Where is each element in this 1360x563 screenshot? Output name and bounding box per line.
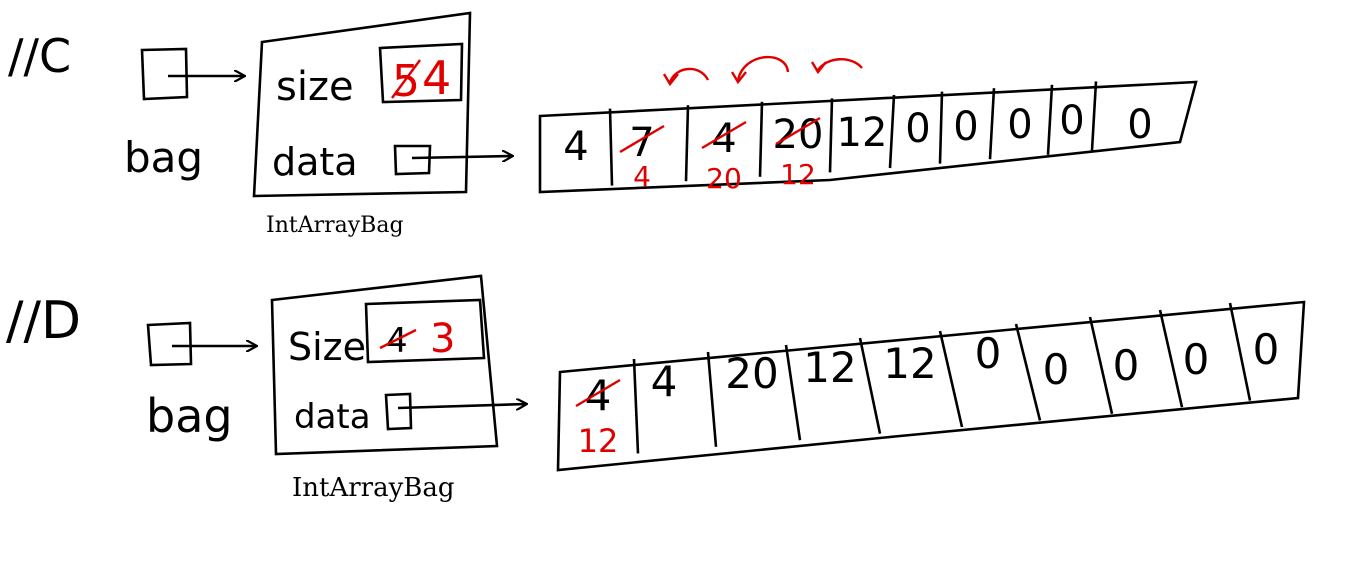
array-cell-value: 0 bbox=[953, 104, 978, 150]
array-divider bbox=[888, 94, 896, 169]
section-c-shift-arrow bbox=[736, 56, 790, 81]
section-c-size-label: size bbox=[276, 64, 354, 110]
array-cell-value: 0 bbox=[1127, 102, 1152, 148]
array-divider bbox=[684, 105, 690, 182]
section-c-data-box bbox=[393, 144, 432, 176]
section-c-data-label: data bbox=[272, 140, 358, 184]
array-cell-value: 20 bbox=[725, 349, 778, 398]
section-c-size-old: 5 bbox=[392, 56, 420, 107]
array-cell-replacement: 4 bbox=[633, 160, 651, 193]
section-c-bag-label: bag bbox=[124, 133, 203, 182]
section-c-shift-arrow bbox=[668, 67, 710, 83]
array-divider bbox=[1014, 323, 1042, 421]
array-cell-value: 0 bbox=[975, 329, 1002, 378]
array-divider bbox=[988, 88, 996, 160]
section-d-size-box bbox=[364, 298, 486, 364]
array-divider bbox=[1228, 302, 1252, 401]
array-divider bbox=[1158, 309, 1184, 408]
section-d-data-arrow bbox=[397, 404, 526, 408]
section-d-bag-box bbox=[146, 321, 193, 367]
array-cell-strike bbox=[775, 116, 821, 146]
array-divider bbox=[938, 330, 964, 428]
array-cell-replacement: 12 bbox=[780, 158, 816, 191]
section-d-array-outline bbox=[556, 300, 1306, 472]
array-cell-strike bbox=[701, 120, 747, 150]
array-cell-value: 12 bbox=[837, 110, 888, 156]
section-d-data-label: data bbox=[294, 397, 371, 437]
array-cell-value: 0 bbox=[1007, 102, 1032, 148]
array-cell-value: 4 bbox=[585, 371, 612, 420]
section-d-array-dividers bbox=[632, 302, 1252, 454]
section-d-size-strike bbox=[379, 328, 417, 350]
array-cell-value: 0 bbox=[1253, 325, 1280, 374]
array-cell-value: 12 bbox=[803, 343, 856, 392]
section-c-size-new: 4 bbox=[422, 51, 451, 105]
section-c-size-strike bbox=[391, 59, 421, 99]
array-cell-value: 4 bbox=[651, 357, 678, 406]
section-c-array-outline bbox=[538, 80, 1198, 194]
section-c-array-dividers bbox=[608, 81, 1098, 186]
section-d-size-label: Size bbox=[288, 325, 366, 369]
section-c-object-type: IntArrayBag bbox=[266, 213, 404, 238]
section-c-data-arrow bbox=[411, 156, 512, 158]
section-c-label: //C bbox=[8, 29, 71, 83]
section-d-size-new: 3 bbox=[430, 316, 455, 362]
section-d-size-old: 4 bbox=[386, 321, 408, 361]
section-c: //C bag IntArrayBag size 5 4 data 4 74420… bbox=[8, 11, 1198, 238]
section-c-bag-box bbox=[140, 47, 189, 101]
array-divider bbox=[1046, 84, 1054, 155]
section-d-object-type: IntArrayBag bbox=[292, 473, 455, 503]
array-divider bbox=[784, 344, 802, 441]
array-divider bbox=[938, 91, 944, 164]
array-cell-value: 20 bbox=[773, 112, 824, 158]
array-cell-replacement: 20 bbox=[706, 162, 742, 195]
section-d-bag-label: bag bbox=[146, 389, 233, 443]
array-divider bbox=[608, 108, 614, 186]
array-cell-value: 12 bbox=[883, 339, 936, 388]
array-cell-value: 4 bbox=[563, 124, 588, 170]
array-divider bbox=[858, 337, 882, 434]
array-divider bbox=[1088, 316, 1114, 415]
array-divider bbox=[758, 101, 764, 177]
section-d-data-box bbox=[384, 392, 413, 431]
array-cell-value: 0 bbox=[905, 106, 930, 152]
section-c-shift-arrow-head bbox=[662, 73, 679, 87]
array-cell-value: 0 bbox=[1059, 98, 1084, 144]
array-cell-strike bbox=[619, 124, 665, 154]
array-divider bbox=[706, 351, 718, 447]
array-cell-strike bbox=[575, 378, 621, 408]
section-c-shift-arrow-head bbox=[730, 71, 747, 85]
section-d-object-box bbox=[270, 274, 499, 456]
section-c-size-box bbox=[378, 42, 464, 104]
array-divider bbox=[632, 358, 640, 454]
array-cell-replacement: 12 bbox=[578, 422, 619, 460]
array-divider bbox=[828, 98, 834, 173]
array-divider bbox=[1090, 81, 1098, 151]
array-cell-value: 0 bbox=[1183, 335, 1210, 384]
section-c-shift-arrows bbox=[662, 56, 863, 87]
array-cell-value: 0 bbox=[1043, 345, 1070, 394]
section-d-label: //D bbox=[6, 291, 81, 351]
array-cell-value: 0 bbox=[1113, 341, 1140, 390]
section-c-shift-arrow-head bbox=[810, 61, 827, 75]
section-c-object-box bbox=[252, 11, 472, 198]
